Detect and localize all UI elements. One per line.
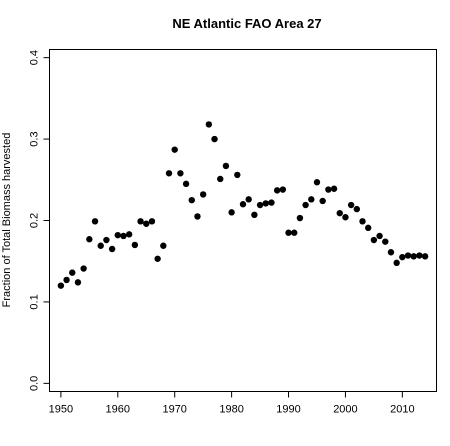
data-point [188,196,195,204]
data-point [330,185,338,192]
x-tick-label: 1980 [219,404,243,416]
data-point [302,201,309,209]
data-point [336,209,343,217]
x-tick-label: 1960 [106,404,130,416]
data-point [69,269,76,276]
data-point [131,241,139,249]
data-point [228,209,235,216]
y-tick-label: 0.1 [29,294,41,309]
data-point [325,186,332,193]
x-tick-label: 2010 [390,404,414,416]
data-point [291,229,298,236]
y-axis-label: Fraction of Total Biomass harvested [1,133,13,308]
data-point [347,201,355,209]
x-tick-label: 1970 [162,404,186,416]
data-point [222,162,230,170]
data-point [410,253,417,260]
data-point [342,214,349,221]
plot-frame [49,49,437,392]
data-point [353,205,361,213]
data-point [245,196,252,203]
data-points [57,121,429,289]
data-point [199,191,207,198]
data-point [120,232,127,240]
data-point [279,186,287,193]
data-point [177,170,184,177]
x-tick-label: 2000 [333,404,357,416]
data-point [376,232,383,240]
data-point [387,249,395,256]
y-tick-label: 0.4 [29,50,41,65]
x-axis: 1950 1960 1970 1980 1990 2000 2010 [49,391,415,416]
data-point [308,196,315,203]
data-point [154,255,161,262]
data-point [182,180,190,188]
data-point [160,242,167,249]
data-point [137,218,144,225]
y-tick-label: 0.3 [29,131,41,146]
data-point [359,218,366,225]
data-point [234,171,241,179]
data-point [114,231,121,239]
data-point [262,200,269,207]
data-point [239,201,247,208]
x-tick-label: 1950 [49,404,73,416]
data-point [421,253,429,260]
data-point [416,252,423,259]
data-point [285,229,292,236]
data-point [273,187,281,194]
data-point [268,199,275,206]
data-point [74,279,82,286]
x-tick-label: 1990 [276,404,300,416]
y-axis: 0.0 0.1 0.2 0.3 0.4 [29,50,50,391]
data-point [313,179,321,186]
data-point [399,253,406,261]
data-point [125,231,133,238]
data-point [205,121,213,128]
data-point [148,218,156,225]
data-point [251,211,258,218]
data-point [256,201,264,209]
data-point [393,259,400,267]
data-point [382,238,389,245]
data-point [91,218,99,225]
data-point [143,220,150,227]
y-tick-label: 0.0 [29,376,41,391]
data-point [80,265,87,272]
data-point [171,146,178,153]
data-point [211,135,218,143]
data-point [97,242,104,249]
data-point [57,282,65,289]
data-point [404,252,412,259]
data-point [370,236,378,244]
data-point [319,197,326,205]
data-point [365,224,372,232]
data-point [296,214,304,222]
data-point [217,175,224,183]
y-tick-label: 0.2 [29,213,41,228]
data-point [63,276,70,284]
data-point [86,236,93,243]
data-point [103,236,110,244]
data-point [165,170,173,177]
data-point [194,213,201,220]
chart-title: NE Atlantic FAO Area 27 [172,16,321,31]
data-point [108,245,116,253]
